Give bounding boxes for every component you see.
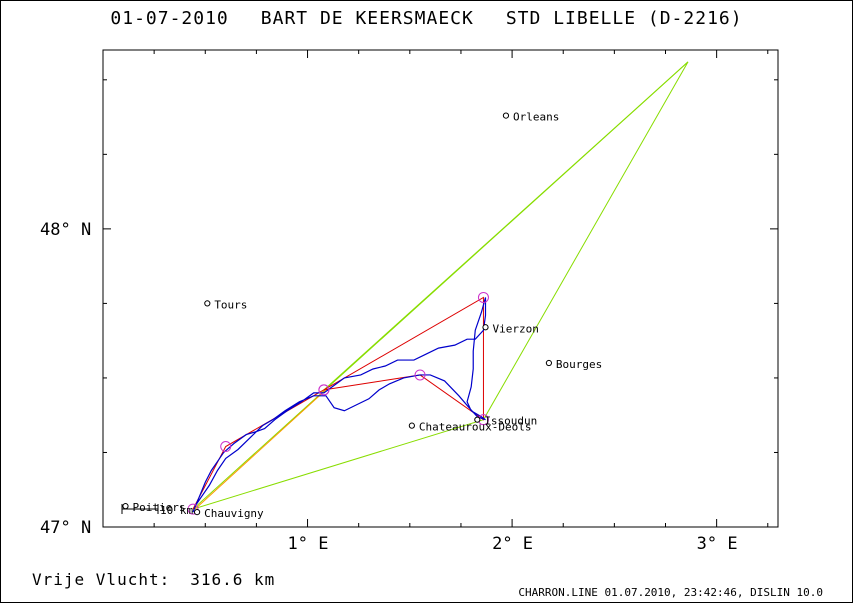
place-marker-5 [408, 422, 415, 429]
place-marker-6 [122, 503, 129, 510]
render-credit: CHARRON.LINE 01.07.2010, 23:42:46, DISLI… [518, 586, 823, 599]
turnpoint-1 [220, 441, 232, 453]
glider-name: STD LIBELLE (D-2216) [505, 8, 743, 29]
place-marker-1 [204, 300, 211, 307]
free-flight-distance: Vrije Vlucht: 316.6 km [32, 570, 275, 589]
distance-label: Vrije Vlucht: [32, 570, 171, 589]
y-tick-label-1: 48° N [40, 220, 91, 240]
plot-frame [102, 49, 779, 528]
scale-bar: 10 km [121, 504, 193, 517]
place-label-2: Vierzon [493, 322, 539, 335]
place-marker-3 [545, 359, 553, 367]
pilot-name: BART DE KEERSMAECK [260, 8, 474, 29]
place-label-1: Tours [214, 298, 247, 311]
place-marker-7 [193, 508, 201, 516]
map-title: 01-07-2010 BART DE KEERSMAECK STD LIBELLE … [0, 8, 853, 29]
place-marker-4 [474, 416, 481, 423]
place-label-7: Chauvigny [204, 507, 264, 520]
final-leg-line [194, 389, 327, 510]
x-tick-label-0: 1° E [288, 534, 329, 554]
turnpoint-0 [187, 503, 199, 515]
place-marker-0 [502, 112, 510, 119]
x-tick-label-1: 2° E [492, 534, 533, 554]
task-lines [192, 61, 689, 510]
place-label-3: Bourges [556, 358, 602, 371]
task-line-1 [323, 61, 689, 391]
place-label-5: Chateauroux-Deols [419, 421, 532, 434]
turnpoint-6 [318, 384, 330, 396]
route-lines [192, 296, 484, 510]
x-tick-label-2: 3° E [697, 534, 738, 554]
distance-value: 316.6 km [190, 570, 276, 589]
place-label-0: Orleans [513, 111, 559, 124]
place-marker-2 [482, 324, 489, 331]
axis-ticks: 1° E 2° E 3° E 47° N 48° N [40, 50, 778, 554]
route-line [192, 296, 484, 510]
flight-track [192, 297, 487, 513]
turnpoint-5 [414, 369, 426, 381]
flight-date: 01-07-2010 [110, 8, 229, 29]
place-label-6: Poitiers [133, 501, 186, 514]
y-tick-label-0: 47° N [40, 518, 91, 538]
scale-bar-label: 10 km [160, 504, 193, 517]
track-line [192, 297, 487, 513]
turnpoints [187, 291, 489, 515]
place-label-4: Issoudun [484, 415, 537, 428]
place-markers: Orleans Tours Vierzon Bourges IssoudunChatea… [122, 111, 602, 520]
turnpoint-3 [477, 291, 489, 303]
